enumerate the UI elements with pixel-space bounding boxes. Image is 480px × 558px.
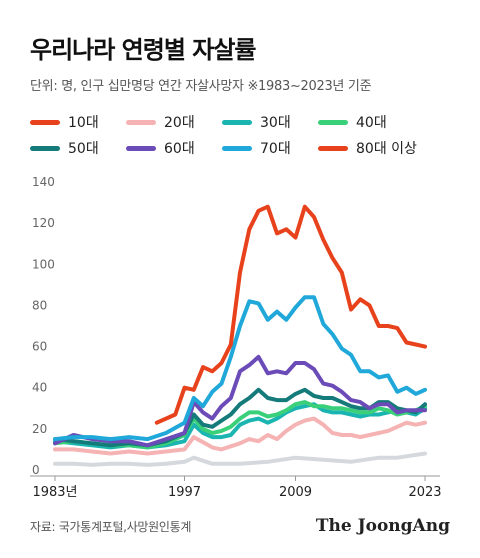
chart-subtitle: 단위: 명, 인구 십만명당 연간 자살사망자 ※1983~2023년 기준 bbox=[30, 79, 372, 94]
x-tick-label: 2023 bbox=[408, 485, 441, 500]
series-line bbox=[154, 204, 427, 425]
legend-item: 20대 bbox=[126, 112, 195, 132]
y-tick-label: 120 bbox=[32, 216, 55, 230]
line-chart: 0 20 40 60 80 100 120 140 1983년 1997 2009 2023 bbox=[30, 175, 442, 500]
y-tick-label: 100 bbox=[32, 257, 55, 271]
legend-swatch bbox=[318, 119, 348, 125]
brand-logo: The JoongAng bbox=[315, 516, 450, 536]
page-title: 우리나라 연령별 자살률 bbox=[30, 36, 257, 64]
legend-swatch bbox=[126, 119, 156, 125]
y-tick-label: 60 bbox=[32, 340, 47, 354]
y-tick-label: 80 bbox=[32, 298, 47, 312]
legend-label: 20대 bbox=[164, 115, 195, 131]
y-tick-label: 20 bbox=[32, 422, 47, 436]
y-tick-label: 140 bbox=[32, 175, 55, 189]
legend-swatch bbox=[222, 119, 252, 125]
legend-item: 40대 bbox=[318, 112, 387, 132]
legend-label: 60대 bbox=[164, 141, 195, 157]
legend-item: 80대 이상 bbox=[318, 138, 417, 158]
x-tick-label: 1983년 bbox=[32, 485, 77, 500]
series-line bbox=[53, 416, 427, 456]
legend-swatch bbox=[30, 145, 60, 151]
legend-item: 60대 bbox=[126, 138, 195, 158]
series-line bbox=[53, 451, 427, 467]
legend-item: 50대 bbox=[30, 138, 99, 158]
x-tick-label: 1997 bbox=[168, 485, 201, 500]
legend-label: 50대 bbox=[68, 141, 99, 157]
series-line bbox=[53, 295, 427, 442]
legend-label: 70대 bbox=[260, 141, 291, 157]
legend-label: 80대 이상 bbox=[356, 141, 417, 157]
legend-item: 10대 bbox=[30, 112, 99, 132]
series-line bbox=[53, 400, 427, 450]
legend-item: 70대 bbox=[222, 138, 291, 158]
legend-swatch bbox=[126, 145, 156, 151]
legend-item: 30대 bbox=[222, 112, 291, 132]
legend-swatch bbox=[222, 145, 252, 151]
y-tick-label: 0 bbox=[32, 463, 40, 477]
y-tick-label: 40 bbox=[32, 381, 47, 395]
legend-label: 40대 bbox=[356, 115, 387, 131]
series-line bbox=[53, 354, 427, 448]
legend-swatch bbox=[30, 119, 60, 125]
legend-label: 10대 bbox=[68, 115, 99, 131]
x-tick-label: 2009 bbox=[279, 485, 312, 500]
legend-swatch bbox=[318, 145, 348, 151]
source-note: 자료: 국가통계포털,사망원인통계 bbox=[30, 520, 192, 534]
legend-label: 30대 bbox=[260, 115, 291, 131]
